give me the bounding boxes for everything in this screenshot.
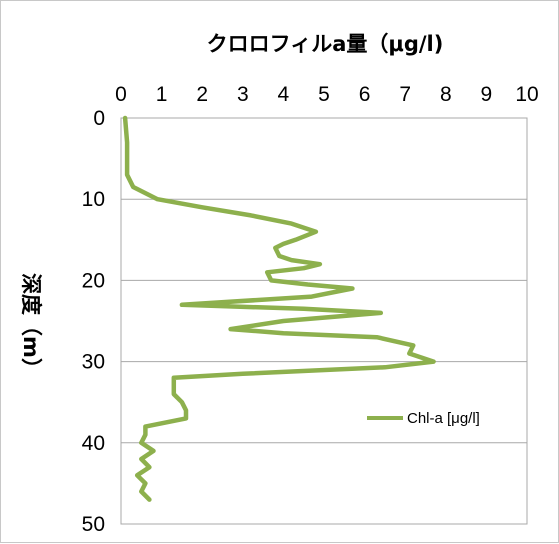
x-tick-label: 1 <box>156 83 168 106</box>
y-axis-label: 深度（m） <box>19 273 43 379</box>
x-tick-label: 8 <box>440 83 452 106</box>
legend-label: Chl-a [μg/l] <box>407 410 480 427</box>
legend: Chl-a [μg/l] <box>367 410 480 427</box>
y-tick-label: 20 <box>82 269 105 292</box>
x-tick-label: 5 <box>318 83 330 106</box>
y-tick-label: 40 <box>82 432 105 455</box>
x-tick-label: 2 <box>196 83 208 106</box>
y-tick-label: 50 <box>82 513 105 536</box>
x-tick-label: 3 <box>237 83 249 106</box>
series-line-chl-a <box>122 115 436 502</box>
x-tick-label: 10 <box>515 83 538 106</box>
x-tick-label: 7 <box>399 83 411 106</box>
chart-title: クロロフィルa量（μg/l) <box>207 32 444 56</box>
y-tick-label: 10 <box>82 188 105 211</box>
y-tick-label: 30 <box>82 351 105 374</box>
x-tick-label: 4 <box>278 83 290 106</box>
x-tick-label: 0 <box>115 83 127 106</box>
plot-area-border <box>120 117 528 525</box>
y-tick-label: 0 <box>93 107 105 130</box>
x-tick-label: 9 <box>481 83 493 106</box>
x-tick-label: 6 <box>359 83 371 106</box>
series-layer <box>122 115 436 502</box>
y-tick-labels: 0 10 20 30 40 50 <box>82 107 105 536</box>
grid-layer <box>121 117 527 525</box>
x-tick-labels: 0 1 2 3 4 5 6 7 8 9 10 <box>115 83 539 106</box>
